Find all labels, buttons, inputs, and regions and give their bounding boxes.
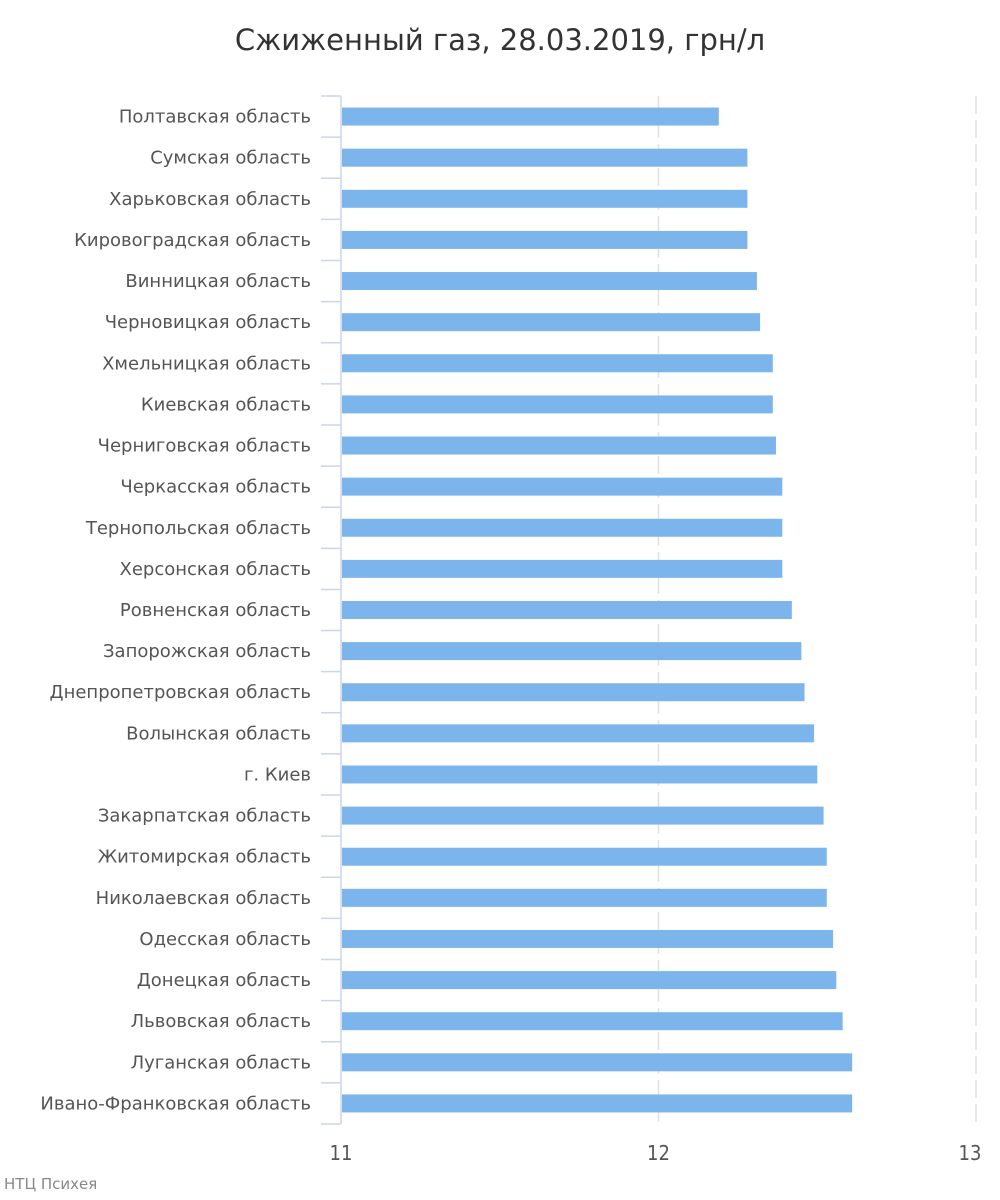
category-label: Закарпатская область (98, 806, 311, 827)
bar (342, 272, 757, 291)
bar (342, 847, 827, 866)
bar (342, 148, 748, 167)
category-label: Тернопольская область (85, 518, 311, 539)
bar (342, 1053, 853, 1072)
category-label: Сумская область (150, 148, 311, 169)
category-label: Ивано-Франковская область (40, 1093, 311, 1114)
category-label: Херсонская область (120, 559, 312, 580)
bar (342, 1094, 853, 1113)
category-label: Николаевская область (96, 888, 311, 909)
bar (342, 107, 719, 126)
category-label: Кировоградская область (74, 230, 311, 251)
category-label: Хмельницкая область (102, 353, 311, 374)
chart-title: Сжиженный газ, 28.03.2019, грн/л (235, 23, 765, 57)
category-label: Винницкая область (125, 271, 311, 292)
category-label: Черниговская область (98, 436, 311, 457)
category-label: Одесская область (139, 929, 311, 950)
bar (342, 642, 802, 661)
bar (342, 601, 792, 619)
bar (342, 559, 783, 578)
credit-label: НТЦ Психея (4, 1175, 97, 1193)
bar (342, 765, 818, 784)
category-label: Полтавская область (119, 107, 311, 128)
category-label: Волынская область (126, 723, 311, 744)
category-label: Луганская область (131, 1052, 311, 1073)
category-label: Донецкая область (137, 970, 311, 991)
bar (342, 436, 776, 455)
category-label: Черновицкая область (105, 312, 311, 333)
category-label: Житомирская область (98, 847, 311, 868)
bar (342, 354, 773, 373)
category-label: г. Киев (244, 764, 311, 785)
bar (342, 806, 824, 825)
x-tick-label: 11 (330, 1141, 353, 1165)
bar (342, 724, 815, 743)
bar (342, 518, 783, 537)
bar (342, 230, 748, 249)
bar (342, 477, 783, 496)
category-label: Львовская область (131, 1011, 311, 1032)
bar (342, 313, 761, 332)
category-label: Харьковская область (109, 189, 311, 210)
category-label: Черкасская область (120, 477, 311, 498)
bar (342, 395, 773, 414)
bar (342, 888, 827, 907)
x-tick-label: 12 (647, 1141, 670, 1165)
x-tick-label: 13 (959, 1141, 982, 1165)
category-label: Ровненская область (120, 600, 311, 621)
bar (342, 683, 805, 702)
category-label: Днепропетровская область (50, 682, 311, 703)
bar (342, 1012, 843, 1031)
category-label: Запорожская область (103, 641, 311, 662)
bar (342, 189, 748, 208)
bar (342, 929, 834, 948)
category-label: Киевская область (141, 394, 311, 415)
bar (342, 971, 837, 990)
